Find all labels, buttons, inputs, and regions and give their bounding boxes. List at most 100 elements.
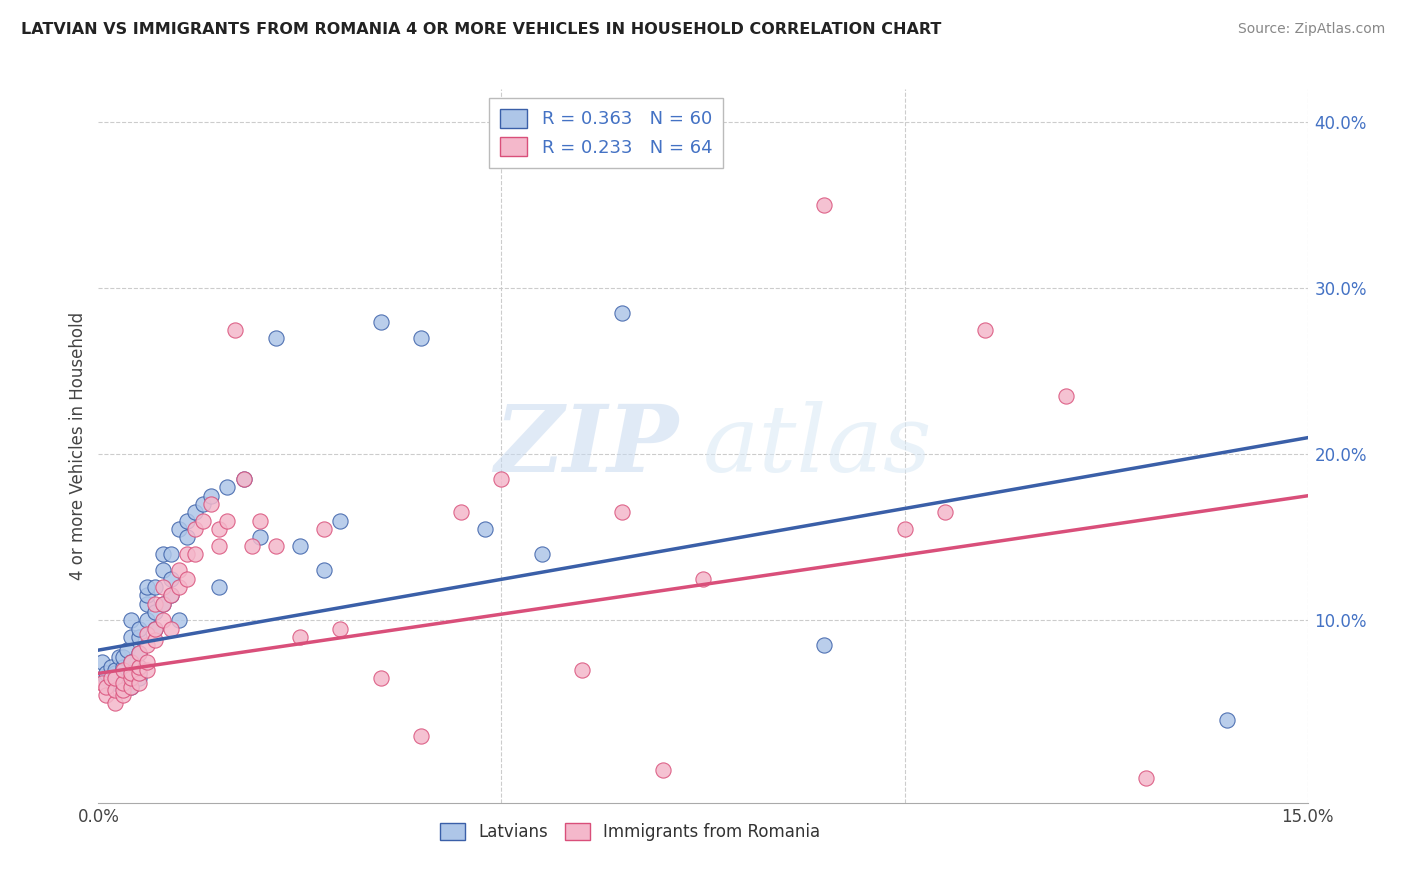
Point [135,638,157,652]
Point [111,682,134,697]
Y-axis label: 4 or more Vehicles in Household: 4 or more Vehicles in Household [69,312,87,580]
Point [193,514,215,528]
Point [100,671,122,685]
Point [135,663,157,677]
Point [103,671,125,685]
Point [651,763,673,777]
Point [934,505,956,519]
Point [111,663,134,677]
Point [409,331,432,345]
Point [143,605,166,619]
Point [176,530,198,544]
Point [314,522,336,536]
Text: Source: ZipAtlas.com: Source: ZipAtlas.com [1237,22,1385,37]
Point [160,622,183,636]
Point [120,655,142,669]
Point [128,659,150,673]
Point [160,588,183,602]
Point [232,472,254,486]
Point [152,597,174,611]
Point [1135,771,1157,785]
Point [152,597,174,611]
Point [224,323,246,337]
Legend: Latvians, Immigrants from Romania: Latvians, Immigrants from Romania [433,816,827,848]
Point [530,547,553,561]
Point [143,580,166,594]
Point [329,622,352,636]
Point [612,505,634,519]
Point [120,671,142,685]
Text: LATVIAN VS IMMIGRANTS FROM ROMANIA 4 OR MORE VEHICLES IN HOUSEHOLD CORRELATION C: LATVIAN VS IMMIGRANTS FROM ROMANIA 4 OR … [21,22,942,37]
Point [167,522,190,536]
Point [128,666,150,681]
Point [264,331,287,345]
Point [143,622,166,636]
Point [103,682,125,697]
Point [120,655,142,669]
Point [135,626,157,640]
Point [176,572,198,586]
Point [103,663,125,677]
Point [128,647,150,661]
Point [160,572,183,586]
Point [193,497,215,511]
Point [208,522,231,536]
Point [152,580,174,594]
Point [128,671,150,685]
Point [103,676,125,690]
Point [103,696,125,710]
Point [135,588,157,602]
Text: atlas: atlas [703,401,932,491]
Point [184,522,207,536]
Point [232,472,254,486]
Point [115,643,138,657]
Point [370,671,392,685]
Point [450,505,472,519]
Point [240,539,263,553]
Point [329,514,352,528]
Point [96,666,118,681]
Point [120,613,142,627]
Point [288,630,311,644]
Point [176,514,198,528]
Point [152,564,174,578]
Point [103,666,125,681]
Point [409,730,432,744]
Point [208,539,231,553]
Point [612,306,634,320]
Point [128,622,150,636]
Point [91,676,114,690]
Point [111,680,134,694]
Point [167,580,190,594]
Point [111,688,134,702]
Point [692,572,714,586]
Point [200,489,222,503]
Point [143,597,166,611]
Point [249,514,271,528]
Point [135,655,157,669]
Point [167,613,190,627]
Point [288,539,311,553]
Point [100,659,122,673]
Point [176,547,198,561]
Point [128,676,150,690]
Point [120,666,142,681]
Point [96,680,118,694]
Point [217,514,239,528]
Point [160,547,183,561]
Point [184,505,207,519]
Point [160,588,183,602]
Point [370,314,392,328]
Point [264,539,287,553]
Point [1054,389,1077,403]
Point [107,649,129,664]
Point [135,597,157,611]
Point [135,580,157,594]
Point [208,580,231,594]
Point [111,676,134,690]
Point [249,530,271,544]
Point [314,564,336,578]
Point [184,547,207,561]
Point [91,655,114,669]
Point [813,198,835,212]
